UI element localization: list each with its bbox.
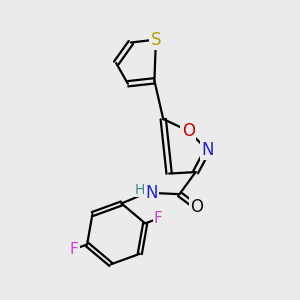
Text: O: O <box>190 198 204 216</box>
Text: N: N <box>145 184 158 202</box>
Text: H: H <box>134 183 145 197</box>
Text: F: F <box>154 211 163 226</box>
Text: O: O <box>182 122 195 140</box>
Text: F: F <box>70 242 78 257</box>
Text: N: N <box>201 141 214 159</box>
Text: S: S <box>151 31 161 49</box>
